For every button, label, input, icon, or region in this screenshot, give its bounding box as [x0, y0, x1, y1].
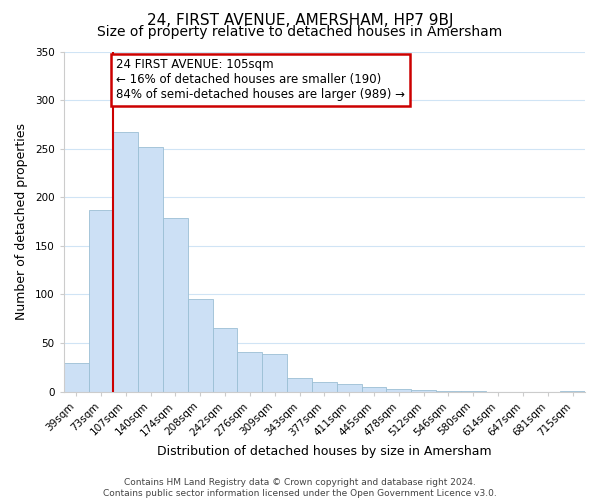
Bar [163, 218, 188, 392]
Bar [337, 384, 362, 392]
Bar [386, 389, 411, 392]
Bar [436, 390, 461, 392]
Bar [64, 362, 89, 392]
Bar [411, 390, 436, 392]
Bar [238, 352, 262, 392]
Bar [89, 210, 113, 392]
X-axis label: Distribution of detached houses by size in Amersham: Distribution of detached houses by size … [157, 444, 491, 458]
Bar [461, 390, 486, 392]
Text: 24 FIRST AVENUE: 105sqm
← 16% of detached houses are smaller (190)
84% of semi-d: 24 FIRST AVENUE: 105sqm ← 16% of detache… [116, 58, 405, 102]
Bar [262, 354, 287, 392]
Bar [113, 132, 138, 392]
Bar [138, 146, 163, 392]
Bar [362, 387, 386, 392]
Text: Contains HM Land Registry data © Crown copyright and database right 2024.
Contai: Contains HM Land Registry data © Crown c… [103, 478, 497, 498]
Bar [560, 390, 585, 392]
Bar [212, 328, 238, 392]
Text: Size of property relative to detached houses in Amersham: Size of property relative to detached ho… [97, 25, 503, 39]
Bar [188, 300, 212, 392]
Y-axis label: Number of detached properties: Number of detached properties [15, 123, 28, 320]
Bar [312, 382, 337, 392]
Text: 24, FIRST AVENUE, AMERSHAM, HP7 9BJ: 24, FIRST AVENUE, AMERSHAM, HP7 9BJ [147, 12, 453, 28]
Bar [287, 378, 312, 392]
